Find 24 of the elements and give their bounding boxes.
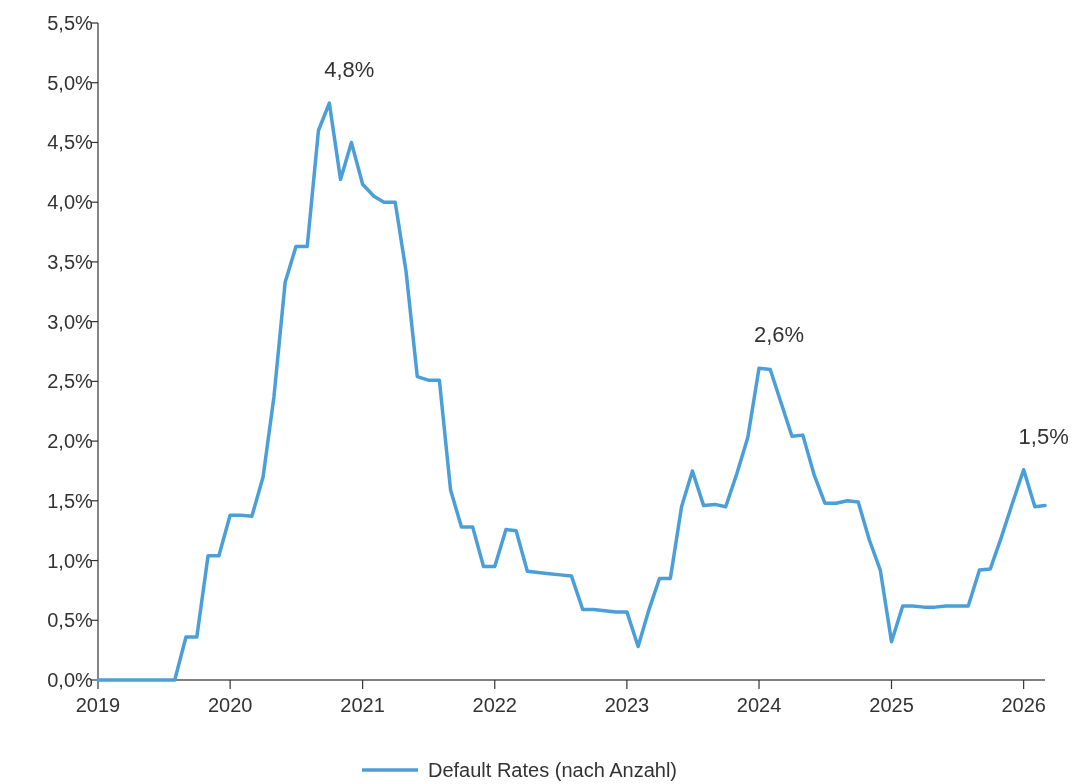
x-tick-label: 2024 [736,694,782,716]
y-tick-label: 0,5% [47,609,94,632]
y-tick-label: 2,0% [47,430,94,453]
x-tick-label: 2019 [75,694,121,716]
y-tick-label: 1,0% [47,549,94,572]
x-tick-label: 2022 [472,694,518,716]
y-tick-label: 5,5% [47,12,94,34]
y-tick-label: 4,0% [47,191,94,214]
annotation: 1,5% [1018,423,1069,449]
x-tick-label: 2020 [207,694,253,716]
y-tick-label: 4,5% [47,131,94,154]
y-tick-label: 5,0% [47,71,94,94]
y-tick-label: 3,0% [47,310,94,333]
annotation: 4,8% [324,57,375,83]
x-tick-label: 2023 [604,694,650,716]
x-tick-label: 2021 [340,694,385,716]
y-tick-label: 1,5% [47,489,94,512]
x-tick-label: 2026 [1001,694,1046,716]
y-tick-label: 2,5% [47,370,94,393]
annotation: 2,6% [753,322,805,348]
y-tick-label: 0,0% [47,669,94,691]
x-tick-label: 2025 [869,694,914,716]
y-tick-label: 3,5% [47,250,94,273]
legend-label: Default Rates (nach Anzahl) [428,759,678,781]
